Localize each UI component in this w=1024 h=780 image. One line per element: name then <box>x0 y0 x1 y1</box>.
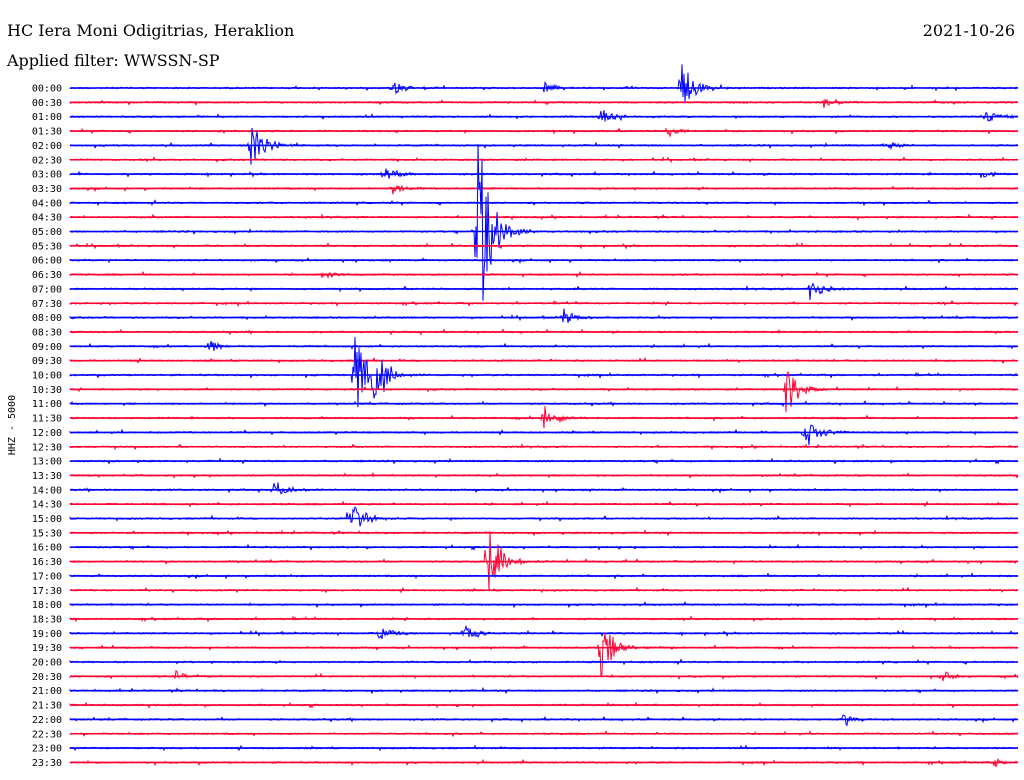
row-time-label: 14:30 <box>32 500 62 511</box>
trace-row <box>69 143 1019 301</box>
row-time-label: 23:00 <box>32 744 62 755</box>
row-time-label: 17:30 <box>32 586 62 597</box>
trace-row <box>69 282 1019 300</box>
row-time-label: 15:00 <box>32 514 62 525</box>
row-time-label: 18:30 <box>32 614 62 625</box>
row-time-label: 09:30 <box>32 356 62 367</box>
row-time-label: 01:30 <box>32 127 62 138</box>
row-time-label: 16:30 <box>32 557 62 568</box>
row-time-label: 21:00 <box>32 686 62 697</box>
trace-row <box>69 127 1019 138</box>
row-time-label: 06:00 <box>32 256 62 267</box>
row-time-label: 13:00 <box>32 457 62 468</box>
row-time-label: 05:30 <box>32 241 62 252</box>
trace-row <box>69 184 1019 195</box>
trace-row <box>69 530 1019 590</box>
row-time-label: 20:30 <box>32 672 62 683</box>
trace-row <box>69 632 1019 677</box>
row-time-label: 00:00 <box>32 84 62 95</box>
date-label: 2021-10-26 <box>922 21 1015 40</box>
row-time-label: 16:00 <box>32 543 62 554</box>
trace-row <box>69 64 1019 102</box>
row-time-label: 12:30 <box>32 442 62 453</box>
row-time-label: 20:00 <box>32 658 62 669</box>
row-time-label: 19:00 <box>32 629 62 640</box>
station-title: HC Iera Moni Odigitrias, Heraklion <box>7 21 295 40</box>
row-time-label: 11:30 <box>32 414 62 425</box>
row-time-label: 22:00 <box>32 715 62 726</box>
row-time-label: 03:00 <box>32 170 62 181</box>
row-time-label: 21:30 <box>32 701 62 712</box>
row-time-label: 08:00 <box>32 313 62 324</box>
row-time-label: 04:00 <box>32 198 62 209</box>
row-time-label: 10:30 <box>32 385 62 396</box>
row-time-label: 06:30 <box>32 270 62 281</box>
row-time-label: 11:00 <box>32 399 62 410</box>
row-time-label: 05:00 <box>32 227 62 238</box>
row-time-label: 07:00 <box>32 284 62 295</box>
trace-row <box>69 370 1019 413</box>
y-axis-label: HHZ - 5000 <box>7 395 18 455</box>
row-time-label: 08:30 <box>32 327 62 338</box>
row-time-label: 13:30 <box>32 471 62 482</box>
trace-row <box>69 337 1019 408</box>
row-time-label: 19:30 <box>32 643 62 654</box>
row-time-label: 00:30 <box>32 98 62 109</box>
trace-row <box>69 98 1019 109</box>
trace-row <box>69 506 1019 527</box>
row-time-label: 02:30 <box>32 155 62 166</box>
row-time-label: 22:30 <box>32 729 62 740</box>
row-time-label: 15:30 <box>32 528 62 539</box>
row-time-label: 09:00 <box>32 342 62 353</box>
trace-row <box>69 110 1019 122</box>
filter-label: Applied filter: WWSSN-SP <box>7 51 220 70</box>
row-time-label: 18:00 <box>32 600 62 611</box>
row-time-label: 07:30 <box>32 299 62 310</box>
row-time-label: 10:00 <box>32 371 62 382</box>
row-time-label: 03:30 <box>32 184 62 195</box>
row-time-label: 04:30 <box>32 213 62 224</box>
row-time-label: 01:00 <box>32 112 62 123</box>
trace-row <box>69 308 1019 323</box>
row-time-label: 14:00 <box>32 485 62 496</box>
trace-row <box>69 482 1019 495</box>
row-time-label: 17:00 <box>32 571 62 582</box>
row-time-label: 23:30 <box>32 758 62 769</box>
trace-row <box>69 406 1019 429</box>
row-time-label: 12:00 <box>32 428 62 439</box>
row-time-label: 02:00 <box>32 141 62 152</box>
